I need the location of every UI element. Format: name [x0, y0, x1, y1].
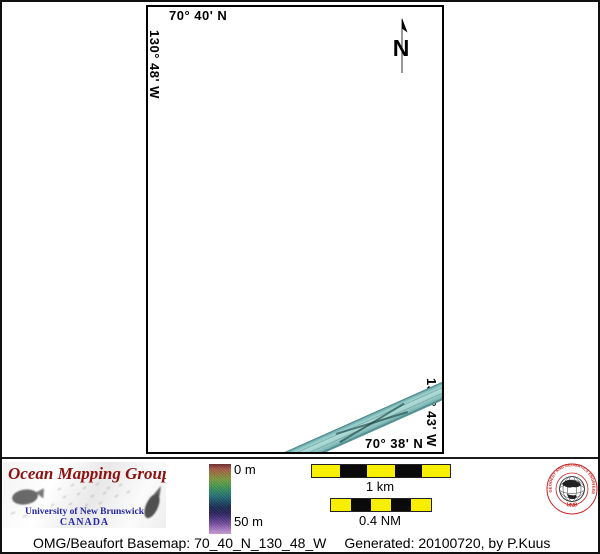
label-bottom-latitude: 70° 38' N: [365, 436, 424, 451]
north-arrow-icon: N: [393, 18, 410, 73]
footer-caption: OMG/Beaufort Basemap: 70_40_N_130_48_W Ge…: [33, 535, 550, 551]
logo-country: CANADA: [59, 517, 110, 528]
panel-divider: [2, 457, 598, 459]
depth-min-label: 0 m: [234, 462, 256, 477]
logo-university: University of New Brunswick: [24, 507, 144, 517]
caption-basemap: OMG/Beaufort Basemap: 70_40_N_130_48_W: [33, 535, 327, 551]
label-top-latitude: 70° 40' N: [169, 8, 228, 23]
scalebar-km-label: 1 km: [365, 479, 395, 494]
scalebar-nm-label: 0.4 NM: [359, 513, 401, 528]
map-area: 70° 40' N 130° 48' W 70° 38' N 130° 43' …: [146, 5, 444, 454]
omg-logo: Ocean Mapping Group University of New Br…: [3, 462, 166, 528]
depth-colorbar: [209, 464, 231, 534]
depth-max-label: 50 m: [234, 514, 263, 529]
globe-icon: [559, 476, 585, 502]
scalebar-km: [311, 464, 451, 478]
label-left-longitude: 130° 48' W: [147, 30, 162, 99]
svg-text:UNB: UNB: [566, 502, 579, 509]
north-letter: N: [393, 35, 410, 61]
seal-bottom-text: UNB: [566, 502, 579, 509]
scalebar-nm: [330, 498, 432, 512]
caption-generated: Generated: 20100720, by P.Kuus: [344, 535, 551, 551]
logo-title: Ocean Mapping Group: [8, 464, 166, 483]
fish-artwork-icon: [10, 482, 161, 519]
unb-seal-icon: GEODESY AND GEOMATICS ENGINEERING UNB: [545, 462, 598, 515]
